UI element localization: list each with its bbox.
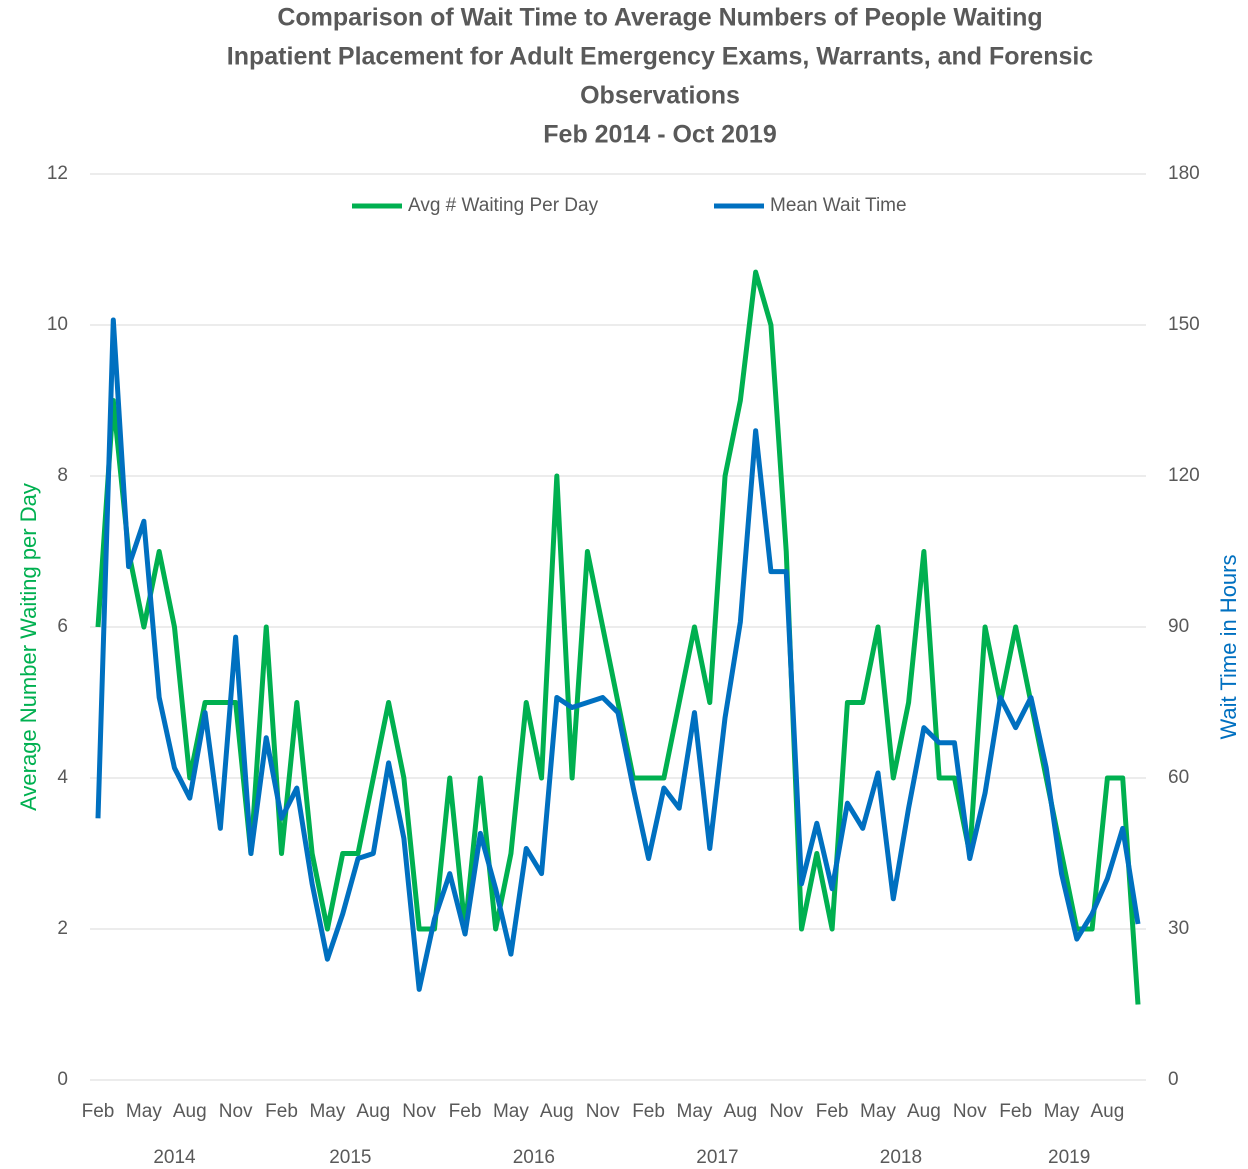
year-label: 2015 (329, 1147, 371, 1168)
x-tick-label: Nov (586, 1101, 620, 1122)
y-tick-label: 10 (47, 314, 68, 335)
x-tick-label: Aug (723, 1101, 757, 1122)
series-line (95, 317, 1141, 992)
chart-title: Observations (580, 82, 740, 110)
y-tick-label: 12 (47, 163, 68, 184)
year-label: 2018 (880, 1147, 922, 1168)
y-tick-label: 0 (57, 1069, 68, 1090)
x-tick-label: Nov (402, 1101, 436, 1122)
legend-label: Mean Wait Time (770, 195, 907, 216)
y2-tick-label: 90 (1168, 616, 1189, 637)
y2-tick-label: 60 (1168, 767, 1189, 788)
y-tick-label: 8 (57, 465, 68, 486)
x-tick-label: May (493, 1101, 529, 1122)
y2-tick-label: 0 (1168, 1069, 1179, 1090)
chart-title: Feb 2014 - Oct 2019 (543, 121, 776, 149)
y2-axis-title: Wait Time in Hours (1216, 554, 1241, 739)
x-tick-label: Nov (769, 1101, 803, 1122)
x-tick-label: Aug (1091, 1101, 1125, 1122)
x-tick-label: Aug (907, 1101, 941, 1122)
x-tick-label: May (677, 1101, 713, 1122)
x-tick-label: Aug (356, 1101, 390, 1122)
x-tick-label: Feb (816, 1101, 849, 1122)
series-line (95, 269, 1141, 1005)
chart-title: Inpatient Placement for Adult Emergency … (227, 43, 1094, 71)
x-tick-label: May (1044, 1101, 1080, 1122)
y-tick-label: 2 (57, 918, 68, 939)
x-tick-label: Feb (82, 1101, 115, 1122)
x-tick-label: Feb (265, 1101, 298, 1122)
x-tick-label: Feb (999, 1101, 1032, 1122)
y2-tick-label: 150 (1168, 314, 1200, 335)
legend-label: Avg # Waiting Per Day (408, 195, 599, 216)
x-tick-label: Aug (173, 1101, 207, 1122)
year-label: 2019 (1048, 1147, 1090, 1168)
y2-tick-label: 30 (1168, 918, 1189, 939)
x-tick-label: May (126, 1101, 162, 1122)
y2-tick-label: 180 (1168, 163, 1200, 184)
year-label: 2017 (696, 1147, 738, 1168)
y2-tick-label: 120 (1168, 465, 1200, 486)
x-tick-label: Feb (449, 1101, 482, 1122)
y-tick-label: 4 (57, 767, 68, 788)
y-tick-label: 6 (57, 616, 68, 637)
x-tick-label: May (309, 1101, 345, 1122)
x-tick-label: Nov (219, 1101, 253, 1122)
x-tick-label: Aug (540, 1101, 574, 1122)
x-tick-label: Nov (953, 1101, 987, 1122)
x-tick-label: May (860, 1101, 896, 1122)
x-tick-label: Feb (632, 1101, 665, 1122)
year-label: 2016 (513, 1147, 555, 1168)
chart-title: Comparison of Wait Time to Average Numbe… (277, 4, 1042, 32)
y-axis-title: Average Number Waiting per Day (16, 483, 41, 811)
year-label: 2014 (153, 1147, 196, 1168)
